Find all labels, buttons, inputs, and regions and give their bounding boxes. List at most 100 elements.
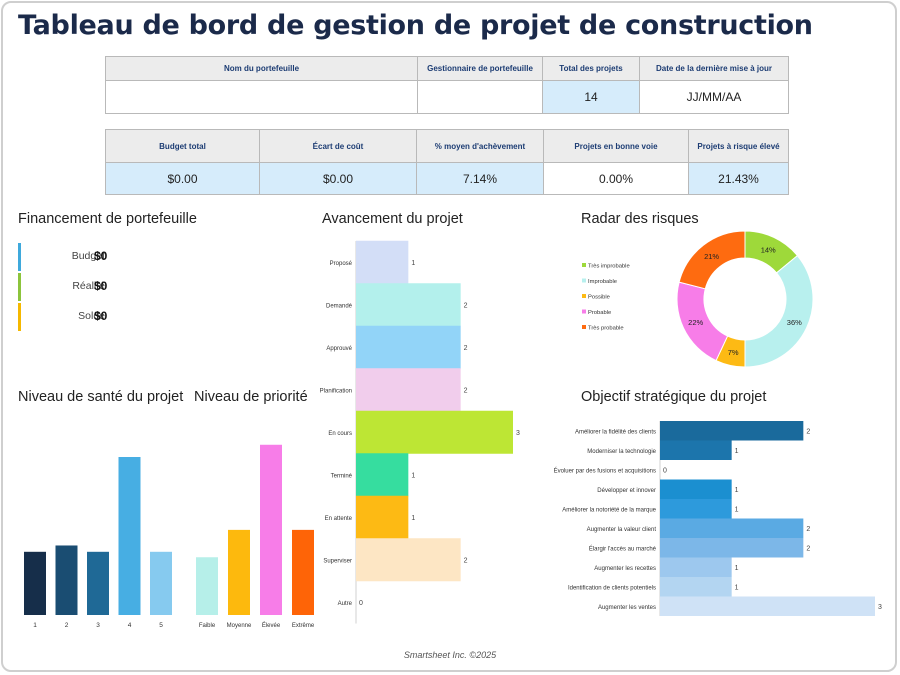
risk-legend-swatch <box>582 263 586 267</box>
strategic-bar <box>660 499 732 519</box>
health-bar <box>24 551 46 615</box>
header-cost-variance: Écart de coût <box>259 129 417 163</box>
strategic-bar <box>660 538 804 558</box>
financing-budget-bar <box>18 243 21 271</box>
financing-budget-row: Budget $0 <box>18 243 128 271</box>
priority-bar <box>228 529 250 615</box>
footer-credit: Smartsheet Inc. ©2025 <box>403 650 497 660</box>
risk-slice-label: 22% <box>688 318 703 327</box>
financing-actual-label: Réalité <box>72 280 105 292</box>
strategic-value-label: 2 <box>806 428 810 435</box>
progress-value-label: 1 <box>411 472 415 479</box>
header-avg-completion: % moyen d'achèvement <box>416 129 544 163</box>
health-category-label: 5 <box>159 622 163 629</box>
strategic-category-label: Développer et innover <box>597 488 656 494</box>
financing-balance-value: $0 <box>94 309 108 323</box>
progress-bar <box>356 495 409 539</box>
progress-bar <box>356 283 461 327</box>
financing-actual-value: $0 <box>94 279 108 293</box>
strategic-category-label: Moderniser la technologie <box>587 449 656 455</box>
strategic-category-label: Évoluer par des fusions et acquisitions <box>554 467 656 474</box>
health-category-label: 2 <box>65 622 69 629</box>
progress-category-label: Demandé <box>326 303 353 309</box>
health-chart-title: Niveau de santé du projet <box>18 389 184 405</box>
header-portfolio-manager: Gestionnaire de portefeuille <box>417 56 543 81</box>
strategic-bar <box>660 596 875 616</box>
financing-balance-row: Solde $0 <box>18 303 128 331</box>
risk-legend-label: Très probable <box>588 326 624 332</box>
strategic-value-label: 1 <box>735 487 739 494</box>
strategic-value-label: 2 <box>806 545 810 552</box>
financing-balance-label: Solde <box>78 310 105 322</box>
priority-category-label: Élevée <box>262 622 281 629</box>
summary-table: Nom du portefeuille Gestionnaire de port… <box>105 56 789 114</box>
progress-category-label: Terminé <box>331 473 353 479</box>
priority-category-label: Extrême <box>292 623 315 629</box>
kpi-table: Budget total Écart de coût % moyen d'ach… <box>105 129 789 195</box>
risk-legend-swatch <box>582 309 586 314</box>
progress-category-label: Proposé <box>330 261 353 267</box>
financing-actual-bar <box>18 273 21 301</box>
on-track-value: 0.00% <box>543 162 689 195</box>
progress-value-label: 2 <box>464 557 468 564</box>
header-on-track: Projets en bonne voie <box>543 129 689 163</box>
risk-legend-label: Possible <box>588 295 610 301</box>
cost-variance-value: $0.00 <box>259 162 417 195</box>
strategic-bar <box>660 577 732 597</box>
priority-bar <box>260 444 282 615</box>
health-bar <box>150 551 172 615</box>
header-total-projects: Total des projets <box>542 56 640 81</box>
risk-legend-label: Improbable <box>588 279 617 285</box>
strategic-value-label: 1 <box>735 565 739 572</box>
progress-bar <box>356 538 461 582</box>
strategic-value-label: 1 <box>735 448 739 455</box>
header-last-update: Date de la dernière mise à jour <box>639 56 789 81</box>
risk-legend-swatch <box>582 278 586 283</box>
priority-bar <box>196 557 218 615</box>
priority-bar <box>292 529 314 615</box>
financing-balance-bar <box>18 303 21 331</box>
risk-legend-label: Très improbable <box>588 264 630 270</box>
strategic-chart-title: Objectif stratégique du projet <box>581 389 767 405</box>
priority-category-label: Moyenne <box>227 623 252 629</box>
strategic-category-label: Identification de clients potentiels <box>568 585 656 591</box>
last-update-field[interactable]: JJ/MM/AA <box>639 80 789 114</box>
risk-legend-swatch <box>582 294 586 298</box>
health-category-label: 3 <box>96 622 100 629</box>
strategic-value-label: 2 <box>806 526 810 533</box>
risk-slice-label: 14% <box>761 246 776 255</box>
strategic-category-label: Augmenter la valeur client <box>587 527 657 533</box>
strategic-category-label: Augmenter les ventes <box>598 605 656 611</box>
strategic-value-label: 3 <box>878 604 882 611</box>
strategic-bar <box>660 557 732 577</box>
risk-legend-swatch <box>582 325 586 329</box>
strategic-bar <box>660 518 804 538</box>
strategic-category-label: Augmenter les recettes <box>594 566 656 572</box>
progress-category-label: Approuvé <box>326 346 352 352</box>
strategic-bar <box>660 421 804 441</box>
health-bar <box>118 457 141 615</box>
strategic-bar <box>660 440 732 460</box>
portfolio-name-field[interactable] <box>105 80 418 114</box>
progress-value-label: 2 <box>464 345 468 352</box>
page-title: Tableau de bord de gestion de projet de … <box>18 10 813 41</box>
strategic-value-label: 0 <box>663 467 667 474</box>
total-projects-value: 14 <box>542 80 640 114</box>
priority-chart-title: Niveau de priorité <box>194 389 308 405</box>
strategic-category-label: Améliorer la fidélité des clients <box>575 429 656 435</box>
financing-actual-row: Réalité $0 <box>18 273 128 301</box>
strategic-value-label: 1 <box>735 506 739 513</box>
high-risk-value: 21.43% <box>688 162 789 195</box>
progress-value-label: 1 <box>411 260 415 267</box>
header-high-risk: Projets à risque élevé <box>688 129 789 163</box>
strategic-category-label: Élargir l'accès au marché <box>589 545 657 552</box>
progress-value-label: 3 <box>516 430 520 437</box>
strategic-value-label: 1 <box>735 584 739 591</box>
progress-category-label: En attente <box>325 516 353 522</box>
progress-value-label: 1 <box>411 515 415 522</box>
portfolio-manager-field[interactable] <box>417 80 543 114</box>
